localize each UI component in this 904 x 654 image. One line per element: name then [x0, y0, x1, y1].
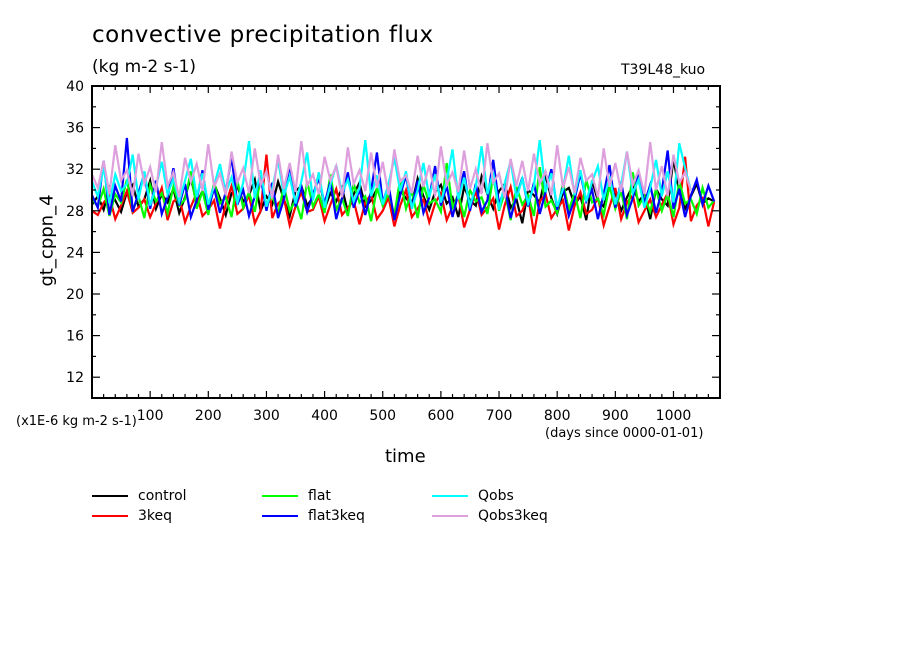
- y-tick-label: 24: [66, 245, 84, 261]
- y-tick-label: 40: [66, 79, 84, 95]
- y-tick-label: 32: [66, 162, 84, 178]
- legend-swatch: [432, 515, 468, 517]
- x-tick-label: 900: [602, 408, 629, 424]
- y-tick-label: 12: [66, 370, 84, 386]
- legend-label: Qobs: [478, 488, 514, 504]
- y-tick-label: 36: [66, 121, 84, 137]
- x-axis-units: (days since 0000-01-01): [545, 426, 704, 441]
- x-tick-label: 1000: [656, 408, 692, 424]
- chart-title: convective precipitation flux: [92, 22, 434, 48]
- legend-label: flat3keq: [308, 508, 365, 524]
- legend-label: Qobs3keq: [478, 508, 548, 524]
- x-tick-label: 100: [137, 408, 164, 424]
- x-tick-label: 200: [195, 408, 222, 424]
- y-scale-note: (x1E-6 kg m-2 s-1): [16, 414, 137, 429]
- x-tick-label: 800: [544, 408, 571, 424]
- legend-label: 3keq: [138, 508, 173, 524]
- legend-label: control: [138, 488, 187, 504]
- legend-swatch: [262, 515, 298, 517]
- y-tick-label: 16: [66, 329, 84, 345]
- legend-item-control: control: [92, 488, 187, 504]
- plot-frame: [91, 85, 721, 399]
- legend-swatch: [92, 515, 128, 517]
- legend-label: flat: [308, 488, 331, 504]
- x-axis-label: time: [385, 446, 426, 467]
- legend-item-qobs: Qobs: [432, 488, 514, 504]
- legend-swatch: [262, 495, 298, 497]
- x-tick-label: 500: [369, 408, 396, 424]
- legend-swatch: [92, 495, 128, 497]
- y-tick-label: 20: [66, 287, 84, 303]
- x-tick-label: 300: [253, 408, 280, 424]
- legend-item-flat3keq: flat3keq: [262, 508, 365, 524]
- legend-swatch: [432, 495, 468, 497]
- series-line-flat3keq: [91, 137, 716, 222]
- x-tick-label: 400: [311, 408, 338, 424]
- chart-units: (kg m-2 s-1): [92, 57, 197, 77]
- y-tick-label: 28: [66, 204, 84, 220]
- run-label: T39L48_kuo: [621, 62, 706, 78]
- legend-item-flat: flat: [262, 488, 331, 504]
- x-tick-label: 700: [486, 408, 513, 424]
- legend-item-3keq: 3keq: [92, 508, 172, 524]
- series-line-qobs3keq: [90, 140, 692, 199]
- legend-item-qobs3keq: Qobs3keq: [432, 508, 548, 524]
- x-tick-label: 600: [428, 408, 455, 424]
